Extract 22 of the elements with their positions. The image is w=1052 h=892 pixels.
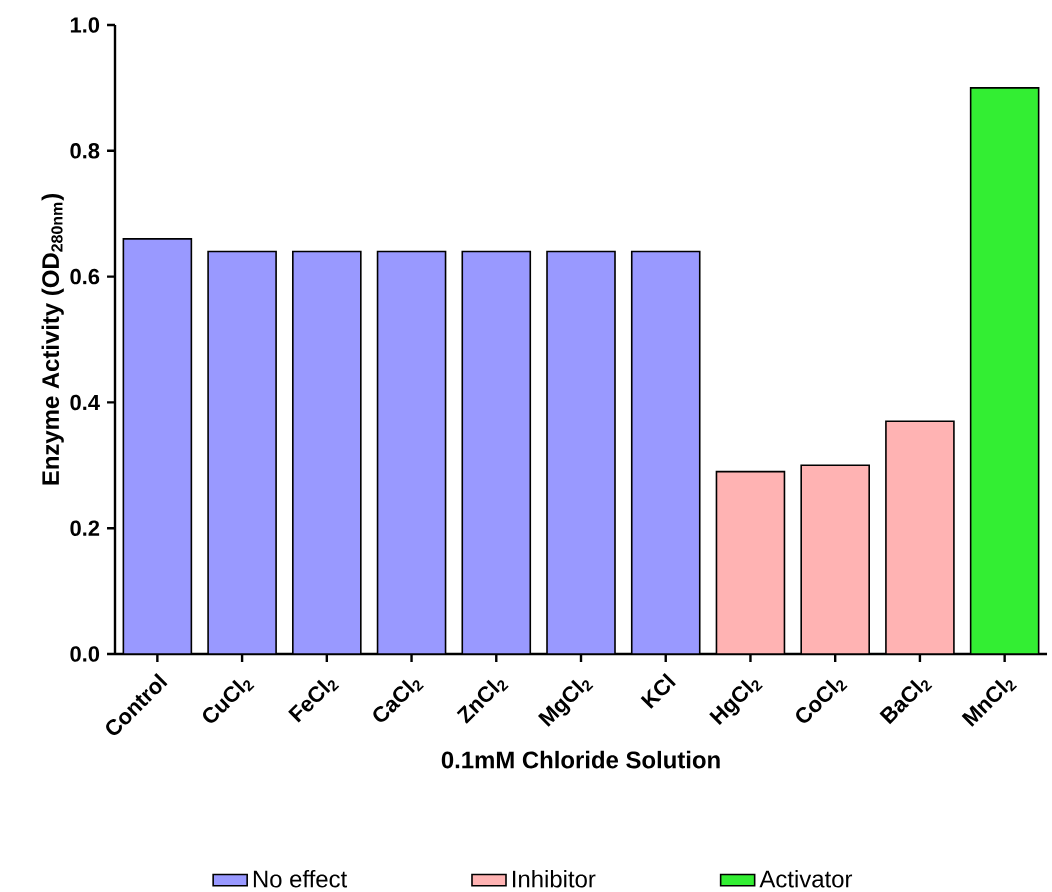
y-tick-label: 0.0 xyxy=(70,646,100,662)
bar xyxy=(461,250,532,654)
bar xyxy=(800,464,870,654)
y-tick-label: 0.4 xyxy=(70,394,100,411)
y-tick-label: 1.0 xyxy=(70,17,100,33)
x-axis-title: 0.1mM Chloride Solution xyxy=(441,750,720,769)
bar xyxy=(122,238,193,654)
bar xyxy=(292,250,362,654)
bar xyxy=(376,250,447,654)
legend-label: Activator xyxy=(759,869,853,888)
y-tick-label: 0.2 xyxy=(70,520,100,536)
legend-label: Inhibitor xyxy=(513,869,596,888)
bar xyxy=(546,250,616,654)
y-tick-label: 0.8 xyxy=(70,143,100,159)
legend-label: No effect xyxy=(253,869,348,888)
bar xyxy=(630,250,701,654)
y-tick-label: 0.6 xyxy=(70,268,100,285)
bar xyxy=(207,250,277,654)
y-axis-title: Enzyme Activity (OD$_{280nm}$) xyxy=(41,194,64,485)
x-tick-label: KCl xyxy=(640,673,676,709)
bar xyxy=(715,470,786,654)
bar xyxy=(885,420,955,654)
